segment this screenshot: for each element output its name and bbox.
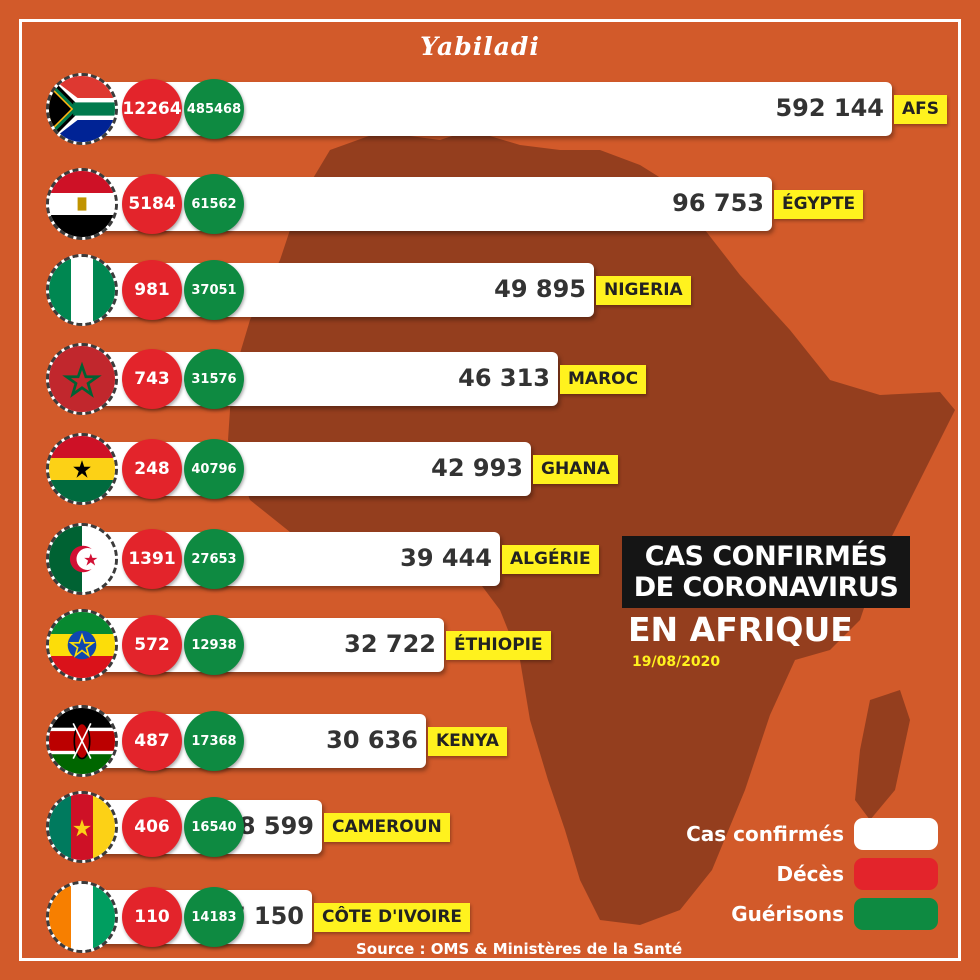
recoveries-value-afs: 485468 bbox=[184, 79, 244, 139]
chart-date: 19/08/2020 bbox=[632, 654, 721, 670]
recoveries-value-algerie: 27653 bbox=[184, 529, 244, 589]
recoveries-value-kenya: 17368 bbox=[184, 711, 244, 771]
chart-subtitle: EN AFRIQUE bbox=[628, 610, 853, 649]
brand-logo: Yabiladi bbox=[420, 32, 540, 61]
deaths-value-kenya: 487 bbox=[122, 711, 182, 771]
recoveries-value-nigeria: 37051 bbox=[184, 260, 244, 320]
egypt-flag bbox=[46, 168, 118, 240]
country-label-kenya: KENYA bbox=[428, 727, 507, 756]
deaths-value-ethiopie: 572 bbox=[122, 615, 182, 675]
legend-deaths-swatch bbox=[854, 858, 938, 890]
cameroon-flag bbox=[46, 791, 118, 863]
confirmed-value-ghana: 42 993 bbox=[431, 454, 523, 482]
country-label-ethiopie: ÉTHIOPIE bbox=[446, 631, 551, 660]
country-label-afs: AFS bbox=[894, 95, 948, 124]
recoveries-value-ghana: 40796 bbox=[184, 439, 244, 499]
confirmed-value-kenya: 30 636 bbox=[326, 726, 418, 754]
white-frame bbox=[19, 19, 961, 961]
country-label-nigeria: NIGERIA bbox=[596, 276, 691, 305]
south-africa-flag bbox=[46, 73, 118, 145]
legend-deaths-label: Décès bbox=[776, 862, 845, 886]
recoveries-value-cote-d-ivoire: 14183 bbox=[184, 887, 244, 947]
recoveries-value-egypte: 61562 bbox=[184, 174, 244, 234]
country-label-cote-d-ivoire: CÔTE D'IVOIRE bbox=[314, 903, 471, 932]
legend-confirmed-swatch bbox=[854, 818, 938, 850]
legend-recoveries-swatch bbox=[854, 898, 938, 930]
deaths-value-maroc: 743 bbox=[122, 349, 182, 409]
deaths-value-nigeria: 981 bbox=[122, 260, 182, 320]
morocco-flag bbox=[46, 343, 118, 415]
title-line-2: DE CORONAVIRUS bbox=[633, 572, 899, 603]
deaths-value-algerie: 1391 bbox=[122, 529, 182, 589]
legend-deaths: Décès bbox=[600, 858, 940, 892]
legend-recoveries: Guérisons bbox=[600, 898, 940, 932]
legend-confirmed-label: Cas confirmés bbox=[686, 822, 844, 846]
deaths-value-cote-d-ivoire: 110 bbox=[122, 887, 182, 947]
confirmed-value-maroc: 46 313 bbox=[458, 364, 550, 392]
country-label-algerie: ALGÉRIE bbox=[502, 545, 599, 574]
ghana-flag bbox=[46, 433, 118, 505]
legend-confirmed: Cas confirmés bbox=[600, 818, 940, 852]
country-label-ghana: GHANA bbox=[533, 455, 618, 484]
madagascar-silhouette bbox=[855, 690, 910, 820]
confirmed-value-ethiopie: 32 722 bbox=[344, 630, 436, 658]
confirmed-value-afs: 592 144 bbox=[775, 94, 884, 122]
confirmed-value-algerie: 39 444 bbox=[400, 544, 492, 572]
deaths-value-ghana: 248 bbox=[122, 439, 182, 499]
deaths-value-egypte: 5184 bbox=[122, 174, 182, 234]
algeria-flag bbox=[46, 523, 118, 595]
source-note: Source : OMS & Ministères de la Santé bbox=[356, 940, 683, 958]
legend-recoveries-label: Guérisons bbox=[731, 902, 844, 926]
deaths-value-cameroun: 406 bbox=[122, 797, 182, 857]
recoveries-value-cameroun: 16540 bbox=[184, 797, 244, 857]
africa-silhouette bbox=[228, 130, 955, 925]
country-label-maroc: MAROC bbox=[560, 365, 647, 394]
title-line-1: CAS CONFIRMÉS bbox=[644, 541, 888, 572]
recoveries-value-maroc: 31576 bbox=[184, 349, 244, 409]
ethiopia-flag bbox=[46, 609, 118, 681]
kenya-flag bbox=[46, 705, 118, 777]
recoveries-value-ethiopie: 12938 bbox=[184, 615, 244, 675]
confirmed-value-nigeria: 49 895 bbox=[494, 275, 586, 303]
deaths-value-afs: 12264 bbox=[122, 79, 182, 139]
nigeria-flag bbox=[46, 254, 118, 326]
country-label-egypte: ÉGYPTE bbox=[774, 190, 864, 219]
chart-title: CAS CONFIRMÉS DE CORONAVIRUS bbox=[622, 536, 910, 608]
country-label-cameroun: CAMEROUN bbox=[324, 813, 450, 842]
confirmed-value-egypte: 96 753 bbox=[672, 189, 764, 217]
cote-divoire-flag bbox=[46, 881, 118, 953]
